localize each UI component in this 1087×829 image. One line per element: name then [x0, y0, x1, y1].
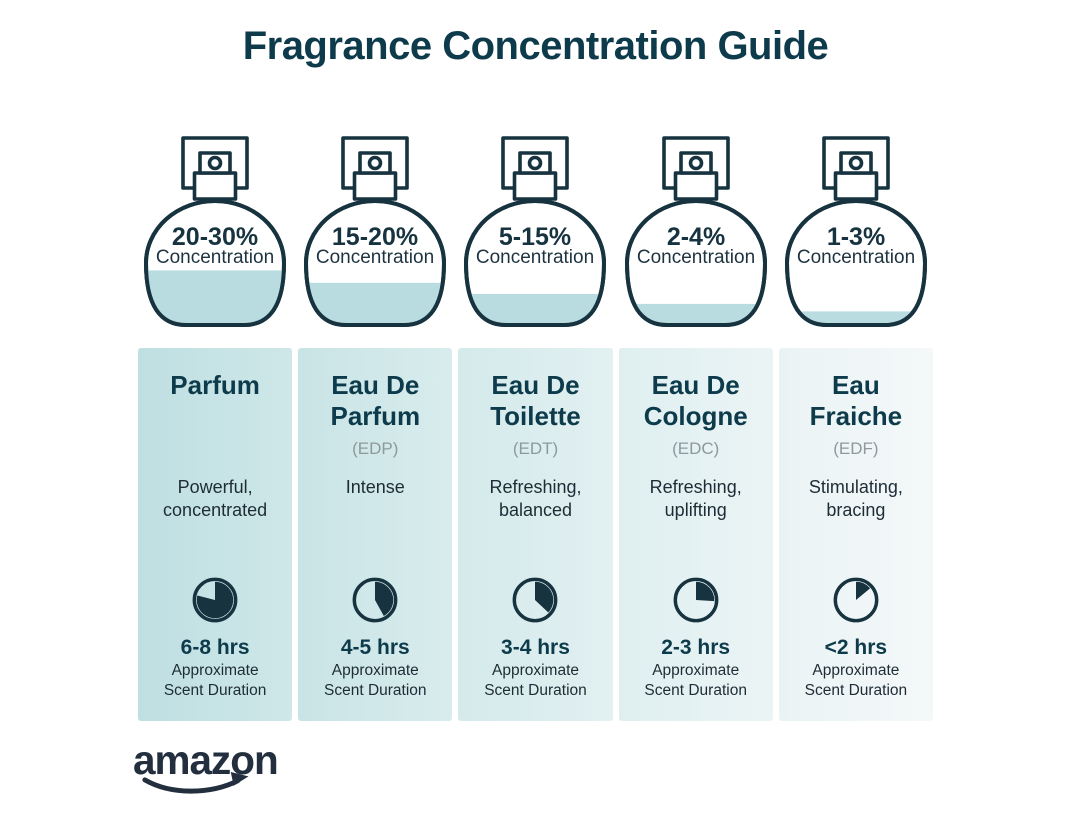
concentration-label: Concentration: [637, 247, 755, 268]
concentration-value: 1-3%: [827, 223, 885, 251]
perfume-bottle-icon: 1-3% Concentration: [784, 136, 927, 327]
category-abbreviation: (EDP): [352, 439, 399, 458]
nozzle-opening-icon: [848, 155, 864, 171]
perfume-bottle-icon: 15-20% Concentration: [304, 136, 447, 327]
perfume-bottle-icon: 20-30% Concentration: [144, 136, 287, 327]
page-title: Fragrance Concentration Guide: [242, 24, 829, 68]
category-title: Eau De Parfum: [330, 370, 421, 431]
smile-arrowhead-icon: [230, 771, 249, 786]
liquid-fill: [306, 282, 445, 325]
bottle-body-outline: [144, 199, 287, 327]
bottle-cell: 1-3% Concentration: [779, 133, 933, 338]
concentration-value: 15-20%: [332, 223, 418, 251]
spray-cap-collar: [513, 171, 558, 201]
category-abbreviation: (EDC): [672, 439, 720, 458]
column-eau-de-parfum: Eau De Parfum (EDP) Intense 4-5 hrs Appr…: [298, 348, 453, 721]
concentration-label: Concentration: [316, 247, 434, 268]
category-title: Eau De Toilette: [490, 370, 581, 431]
clock-icon: [138, 575, 292, 625]
concentration-label: Concentration: [797, 247, 915, 268]
clock-icon: [298, 575, 452, 625]
bottle-cell: 2-4% Concentration: [619, 133, 773, 338]
category-title: Eau De Cologne: [643, 370, 748, 431]
duration-value: 4-5 hrs: [340, 636, 410, 659]
nozzle-opening-icon: [528, 155, 543, 171]
spray-cap-collar: [192, 171, 238, 201]
duration-note: Approximate Scent Duration: [804, 662, 908, 699]
category-title: Eau Fraiche: [809, 370, 903, 431]
clock-icon: [458, 575, 612, 625]
liquid-fill: [626, 303, 765, 325]
category-description: Refreshing, balanced: [489, 477, 582, 520]
comparison-table: Parfum Powerful, concentrated 6-8 hrs Ap…: [138, 348, 933, 721]
column-parfum: Parfum Powerful, concentrated 6-8 hrs Ap…: [138, 348, 293, 721]
bottle-body-outline: [304, 199, 447, 327]
bottle-cell: 20-30% Concentration: [138, 133, 292, 338]
concentration-label: Concentration: [156, 247, 274, 268]
column-eau-de-cologne: Eau De Cologne (EDC) Refreshing, uplifti…: [618, 348, 773, 721]
nozzle-opening-icon: [688, 155, 703, 171]
category-abbreviation: (EDF): [833, 439, 879, 458]
duration-note: Approximate Scent Duration: [163, 662, 267, 699]
bottle-body-outline: [784, 199, 927, 327]
perfume-bottle-icon: 2-4% Concentration: [624, 136, 767, 327]
category-description: Powerful, concentrated: [163, 477, 268, 520]
concentration-value: 20-30%: [172, 223, 258, 251]
liquid-fill: [786, 311, 925, 325]
category-abbreviation: (EDT): [512, 439, 559, 458]
duration-value: 6-8 hrs: [180, 636, 250, 659]
amazon-logo: amazon: [133, 738, 279, 794]
spray-cap-collar: [352, 171, 398, 201]
duration-value: 3-4 hrs: [501, 636, 570, 659]
bottles-row: 20-30% Concentration 15-20% Concentratio…: [138, 133, 933, 338]
category-description: Stimulating, bracing: [808, 477, 903, 520]
concentration-value: 5-15%: [499, 223, 571, 251]
liquid-fill: [146, 270, 285, 325]
concentration-value: 2-4%: [667, 223, 725, 251]
column-eau-de-toilette: Eau De Toilette (EDT) Refreshing, balanc…: [458, 348, 613, 721]
duration-note: Approximate Scent Duration: [644, 662, 747, 699]
bottle-cell: 5-15% Concentration: [458, 133, 612, 338]
smile-arrow-icon: [142, 777, 241, 794]
duration-note: Approximate Scent Duration: [484, 662, 587, 699]
clock-icon: [779, 575, 933, 625]
concentration-label: Concentration: [476, 247, 594, 268]
amazon-logo-text: amazon: [133, 738, 278, 783]
spray-cap-collar: [673, 171, 718, 201]
duration-value: <2 hrs: [824, 636, 888, 659]
nozzle-opening-icon: [207, 155, 223, 171]
category-description: Refreshing, uplifting: [649, 477, 742, 520]
spray-cap-collar: [833, 171, 879, 201]
bottle-cell: 15-20% Concentration: [298, 133, 452, 338]
bottle-body-outline: [624, 199, 767, 327]
nozzle-opening-icon: [367, 155, 383, 171]
duration-value: 2-3 hrs: [661, 636, 731, 659]
category-title: Parfum: [170, 370, 260, 400]
column-eau-fraiche: Eau Fraiche (EDF) Stimulating, bracing <…: [778, 348, 933, 721]
clock-icon: [619, 575, 773, 625]
bottle-body-outline: [464, 199, 607, 327]
perfume-bottle-icon: 5-15% Concentration: [464, 136, 607, 327]
category-description: Intense: [345, 477, 405, 497]
duration-note: Approximate Scent Duration: [324, 662, 427, 699]
